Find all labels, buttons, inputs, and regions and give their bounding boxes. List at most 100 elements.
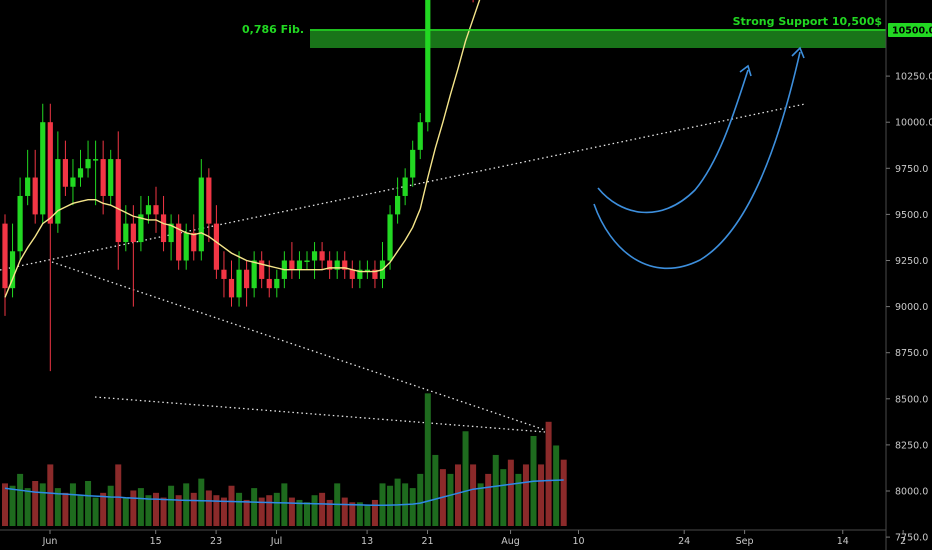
volume-bar [319, 492, 326, 526]
volume-bar [47, 464, 54, 526]
volume-bar [251, 488, 258, 526]
candle-body [9, 251, 16, 289]
candle-body [228, 278, 235, 298]
volume-bar [205, 490, 212, 526]
candle-body [342, 260, 348, 270]
volume-bar [107, 485, 114, 526]
candle-body [108, 159, 114, 196]
volume-bar [349, 502, 356, 526]
price-tick-label: 9000.0 [895, 302, 928, 313]
candle-body [17, 195, 23, 252]
volume-bar [243, 499, 250, 526]
volume-bar [62, 492, 69, 526]
volume-bar [137, 488, 144, 526]
volume-bar [39, 483, 46, 526]
candle-body [296, 260, 303, 270]
ascending-trendline [0, 103, 806, 271]
volume-bar [492, 454, 499, 526]
time-tick-label: 14 [837, 536, 849, 547]
price-axis[interactable]: 13250.013000.012750.012500.012200.012000… [885, 0, 932, 550]
volume-bar [356, 502, 363, 526]
candle-body [311, 251, 318, 261]
projection-path-far [593, 51, 801, 270]
volume-bar [100, 492, 107, 526]
time-tick-label: 13 [361, 536, 373, 547]
candle-body [244, 269, 250, 289]
time-tick-label: 21 [421, 536, 433, 547]
candle-body [372, 269, 378, 279]
candle-body [274, 278, 280, 289]
volume-bar [266, 495, 273, 526]
volume-bar [424, 393, 431, 526]
volume-bar [288, 497, 295, 526]
volume-bar [447, 473, 454, 526]
volume-bar [409, 488, 416, 526]
volume-bar [175, 495, 182, 526]
volume-bar [538, 464, 545, 526]
candle-body [100, 159, 106, 196]
volume-bar [220, 497, 227, 526]
candle-body [160, 214, 167, 243]
time-axis[interactable]: Jun 15 23 Jul 13 21 Aug 10 24 Sep 14 2 [0, 529, 906, 547]
projection-arrowhead [791, 46, 805, 59]
volume-bar [515, 473, 522, 526]
volume-bar [24, 488, 31, 526]
volume-ma-line [4, 479, 564, 507]
fib-label: 0,786 Fib. [242, 23, 304, 36]
projection-arrowhead [739, 64, 752, 77]
descending-trendline [51, 261, 546, 431]
candle-body [130, 223, 136, 243]
time-tick-label: 2 [900, 536, 906, 547]
volume-moving-average [4, 479, 564, 507]
candle-body [410, 149, 416, 178]
candle-body [183, 232, 189, 261]
volume-bar [69, 483, 76, 526]
candle-body [259, 260, 265, 279]
price-tick-label: 7750.0 [895, 533, 928, 544]
time-tick-label: Jul [270, 536, 282, 547]
time-tick-label: Sep [736, 536, 754, 547]
candle-body [319, 251, 325, 261]
candle-body [32, 177, 38, 215]
candle-body [304, 260, 310, 262]
candle-body [417, 122, 423, 150]
volume-bar [54, 488, 61, 526]
volume-bar [273, 492, 280, 526]
volume-bar [326, 499, 333, 526]
price-tick-label: 9500.0 [895, 210, 928, 221]
candle-body [334, 260, 340, 270]
time-tick-label: 23 [210, 536, 222, 547]
volume-bar [258, 497, 265, 526]
volume-bar [130, 490, 137, 526]
volume-bar [304, 502, 310, 526]
volume-bar [115, 464, 122, 526]
projection-arrows [593, 46, 805, 270]
price-tick-label: 10250.0 [895, 72, 932, 83]
volume-bar [9, 485, 16, 526]
trendlines [0, 103, 806, 433]
candle-body [85, 159, 91, 169]
volume-bar [168, 485, 175, 526]
volume-bar [545, 421, 552, 526]
volume-bar [462, 431, 469, 526]
volume-bar [522, 464, 529, 526]
candle-body [191, 232, 197, 252]
time-tick-label: Aug [501, 536, 520, 547]
candle-body [402, 177, 408, 196]
volume-bar [236, 492, 243, 526]
candle-body [364, 269, 370, 272]
volume-bar [311, 495, 318, 526]
candle-body [93, 159, 99, 161]
candlesticks [2, 0, 474, 372]
time-tick-label: 15 [150, 536, 162, 547]
moving-average [4, 0, 481, 298]
price-tick-label: 8500.0 [895, 394, 928, 405]
volume-bar [2, 483, 8, 526]
candle-body [77, 168, 84, 178]
volume-bar [477, 483, 484, 526]
candle-body [115, 159, 121, 243]
candle-body [266, 278, 272, 289]
ma-line [4, 0, 481, 298]
candle-body [55, 159, 61, 224]
